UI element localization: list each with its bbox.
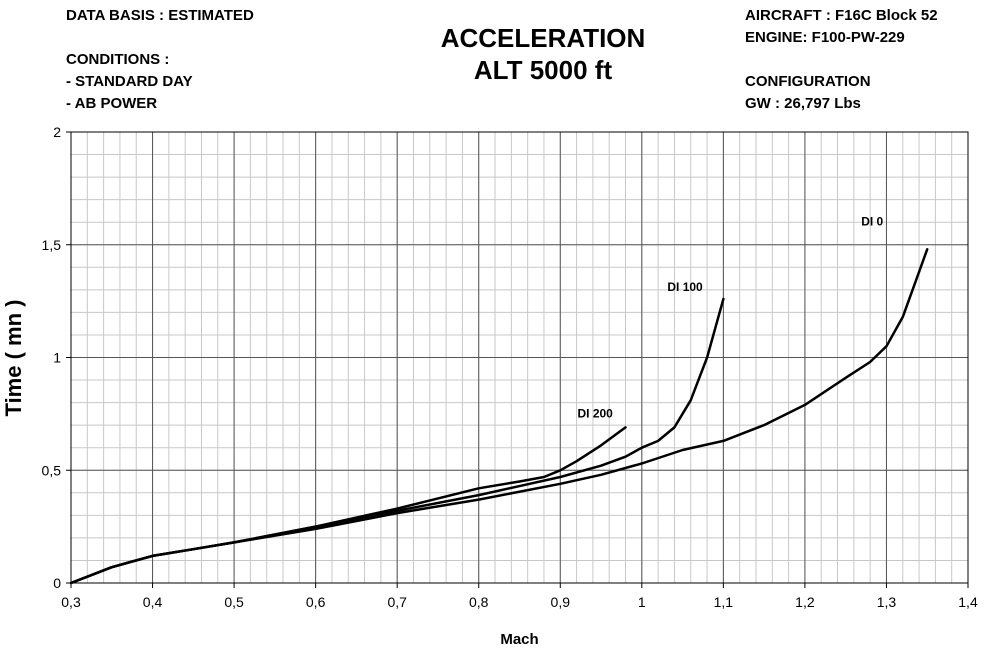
y-tick-label: 1 [53,350,61,366]
y-tick-label: 1,5 [42,237,62,253]
x-tick-label: 0,3 [61,594,81,610]
x-tick-label: 1,4 [958,594,978,610]
x-tick-label: 0,9 [551,594,571,610]
data-basis-text: DATA BASIS : ESTIMATED [66,7,254,24]
engine-text: ENGINE: F100-PW-229 [745,29,905,46]
condition-standard-day: - STANDARD DAY [66,73,193,90]
header-right: AIRCRAFT : F16C Block 52 ENGINE: F100-PW… [745,5,938,115]
x-tick-label: 1,3 [877,594,897,610]
x-tick-labels: 0,3 0,4 0,5 0,6 0,7 0,8 0,9 1 1,1 1,2 1,3 1,4 [61,594,978,610]
series-label-di-100: DI 100 [667,280,703,294]
chart-subtitle: ALT 5000 ft [473,55,613,85]
series-line-di-0 [69,248,929,585]
chart-title-block: ACCELERATION ALT 5000 ft [400,22,686,86]
y-tick-labels: 0 0,5 1 1,5 2 [42,124,62,591]
series-label-di-0: DI 0 [861,214,883,228]
y-tick-label: 0 [53,575,61,591]
gross-weight-text: GW : 26,797 Lbs [745,95,861,112]
y-tick-label: 0,5 [42,462,62,478]
x-tick-label: 0,7 [387,594,407,610]
condition-ab-power: - AB POWER [66,95,158,112]
configuration-title: CONFIGURATION [745,73,871,90]
series-line-di-200 [69,426,627,585]
header-left: DATA BASIS : ESTIMATED CONDITIONS : - ST… [66,5,254,115]
x-axis-label: Mach [500,631,538,648]
x-tick-label: 1,2 [795,594,815,610]
x-tick-label: 0,8 [469,594,489,610]
series-lines [69,248,929,585]
chart-title: ACCELERATION [440,23,646,53]
series-label-di-200: DI 200 [578,406,614,420]
x-tick-label: 0,5 [224,594,244,610]
x-tick-label: 1,1 [714,594,734,610]
y-axis-label: Time ( mn ) [1,300,26,417]
y-tick-label: 2 [53,124,61,140]
axis-ticks [66,131,969,588]
series-labels: DI 0 DI 100 DI 200 [578,214,884,420]
conditions-title: CONDITIONS : [66,51,170,68]
aircraft-text: AIRCRAFT : F16C Block 52 [745,7,938,24]
x-tick-label: 1 [638,594,646,610]
x-tick-label: 0,6 [306,594,326,610]
x-tick-label: 0,4 [143,594,163,610]
